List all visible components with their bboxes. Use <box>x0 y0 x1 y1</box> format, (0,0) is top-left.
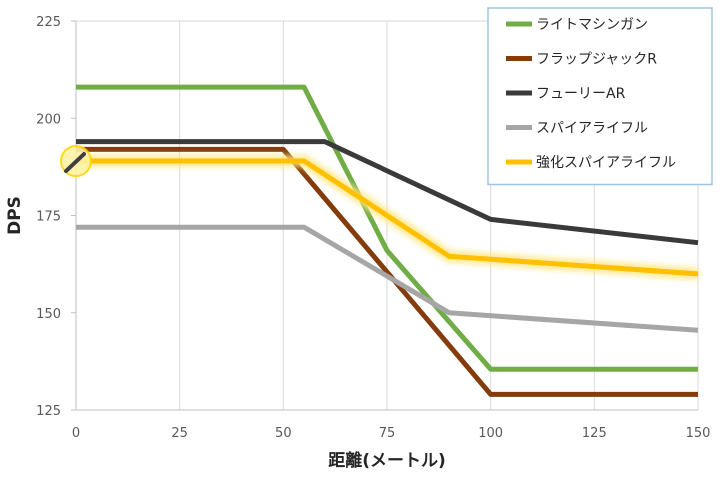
x-tick-label-5: 125 <box>582 426 607 441</box>
legend-label-3: スパイアライフル <box>536 121 648 137</box>
x-tick-label-6: 150 <box>686 426 711 441</box>
x-tick-label-1: 25 <box>171 426 188 441</box>
y-tick-label-4: 225 <box>36 15 61 30</box>
y-tick-label-2: 175 <box>36 210 61 225</box>
legend-label-4: 強化スパイアライフル <box>536 155 676 171</box>
series-line-1 <box>76 146 698 397</box>
y-tick-label-0: 125 <box>36 404 61 419</box>
legend-label-1: フラップジャックR <box>536 52 657 68</box>
series-line-3 <box>76 224 699 333</box>
series-line-2 <box>76 139 699 246</box>
legend-label-2: フューリーAR <box>536 86 626 102</box>
y-tick-label-3: 200 <box>36 112 61 127</box>
x-tick-label-3: 75 <box>379 426 396 441</box>
y-axis-title: DPS <box>5 196 25 235</box>
series-line-0 <box>76 84 698 372</box>
series-line-4 <box>76 158 699 277</box>
y-tick-label-1: 150 <box>36 307 61 322</box>
x-axis-title: 距離(メートル) <box>328 450 446 471</box>
x-tick-label-2: 50 <box>275 426 292 441</box>
legend-box <box>487 7 713 186</box>
legend-label-0: ライトマシンガン <box>536 17 648 33</box>
highlight-marker-stroke <box>64 152 86 174</box>
x-tick-label-0: 0 <box>72 426 80 441</box>
x-tick-label-4: 100 <box>478 426 503 441</box>
